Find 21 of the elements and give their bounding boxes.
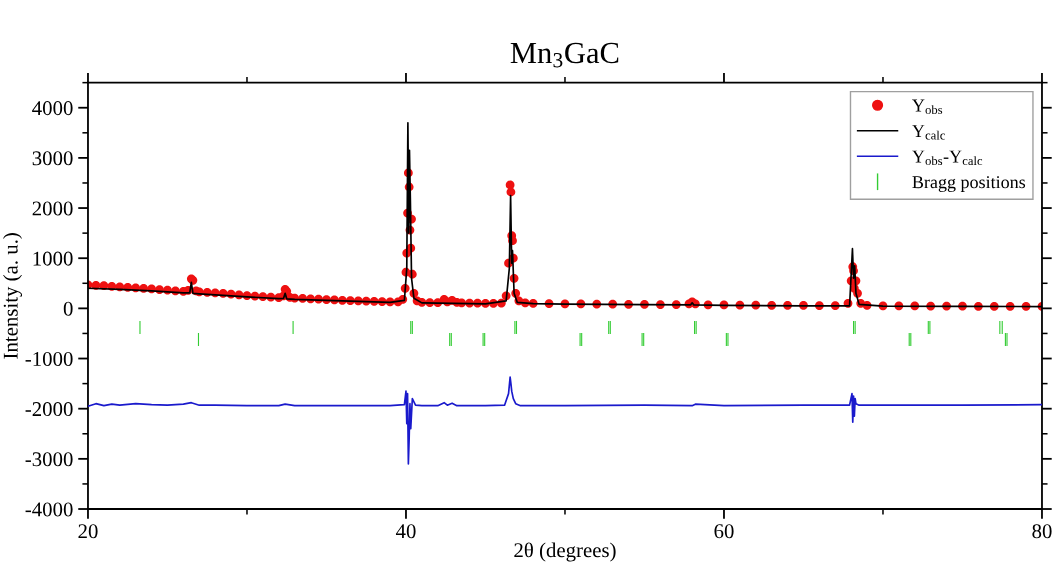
y-tick-label: -3000 (25, 452, 73, 467)
line-series (87, 376, 1042, 465)
y-axis-title: Intensity (a. u.) (3, 233, 23, 359)
x-axis-title: 2θ (degrees) (514, 542, 616, 562)
y-tick-label: 1000 (33, 251, 73, 266)
y-tick-label: -2000 (25, 402, 73, 417)
x-tick-label: 20 (78, 524, 98, 539)
y-tick-label: 3000 (32, 151, 73, 166)
chart-title: Mn$_{3}$GaC (510, 42, 619, 68)
legend-label: Y$_{obs}$ (912, 99, 943, 115)
y-tick-label: -4000 (25, 502, 73, 517)
x-tick-label: 60 (714, 524, 734, 539)
x-tick-label: 80 (1032, 524, 1052, 539)
y-tick-label: 0 (63, 301, 73, 316)
x-tick-label: 40 (395, 524, 416, 539)
y-tick-label: 2000 (32, 201, 73, 216)
legend-label: Y$_{calc}$ (912, 125, 946, 140)
legend-label: Y$_{obs}$-Y$_{calc}$ (912, 150, 983, 166)
y-tick-label: 4000 (32, 101, 73, 116)
y-tick-label: -1000 (25, 351, 73, 366)
legend-label: Bragg positions (912, 176, 1026, 192)
